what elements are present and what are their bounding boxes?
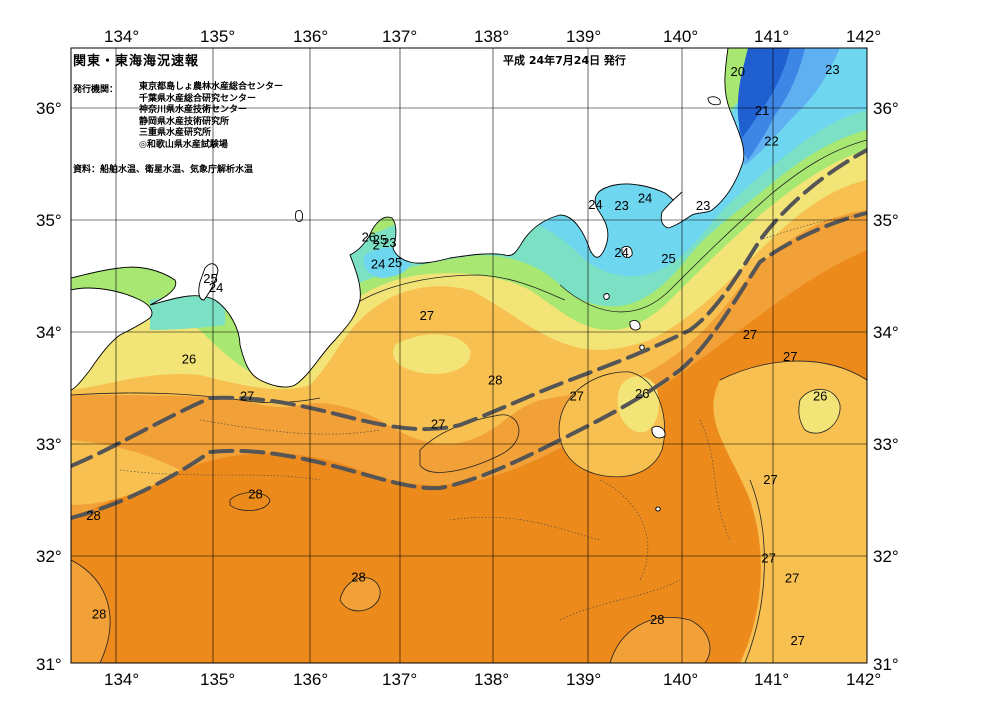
isotherm-label: 27 (790, 633, 804, 648)
lon-tick-top: 135° (200, 27, 235, 46)
isotherm-label: 23 (825, 62, 839, 77)
isotherm-label: 27 (569, 388, 583, 403)
axis-labels: 134° 135° 136° 137° 138° 139° 140° 141° … (36, 27, 899, 689)
kuroshio-south-line (71, 211, 867, 520)
isotherm-label: 24 (371, 256, 385, 271)
lon-tick-top: 136° (293, 27, 328, 46)
lon-tick-top: 140° (663, 27, 698, 46)
isotherm-label: 28 (86, 508, 100, 523)
lat-tick-left: 31° (36, 655, 62, 674)
isotherm-label: 25 (661, 251, 675, 266)
isotherm-lines (71, 139, 867, 663)
isotherm-label: 28 (351, 569, 365, 584)
lon-tick-bottom: 137° (382, 670, 417, 689)
land-niijima (603, 293, 610, 300)
lon-tick-bottom: 134° (104, 670, 139, 689)
isotherm-label: 28 (488, 373, 502, 388)
lon-tick-bottom: 140° (663, 670, 698, 689)
isotherm-label: 23 (382, 235, 396, 250)
isotherm-label: 21 (755, 103, 769, 118)
graticule (70, 47, 868, 664)
lat-tick-right: 34° (873, 323, 899, 342)
isotherm-label: 26 (362, 230, 376, 245)
lon-tick-top: 138° (474, 27, 509, 46)
lat-tick-left: 35° (36, 211, 62, 230)
isotherm-label: 27 (761, 550, 775, 565)
isotherm-label: 27 (743, 327, 757, 342)
land-aogashima (655, 506, 661, 512)
land-izu-oshima (621, 245, 633, 259)
isotherm-label: 27 (431, 416, 445, 431)
isotherm-label: 28 (92, 606, 106, 621)
lat-tick-left: 34° (36, 323, 62, 342)
sst-28-south-patch (610, 617, 710, 663)
isotherm-label: 28 (650, 612, 664, 627)
isotherm-label: 26 (635, 386, 649, 401)
isotherm-label: 25 (373, 232, 387, 247)
lat-tick-left: 36° (36, 99, 62, 118)
lon-tick-bottom: 135° (200, 670, 235, 689)
isotherm-label: 24 (614, 245, 628, 260)
land-hachijojima (651, 425, 666, 439)
land-sado-coast (707, 96, 721, 106)
lon-tick-bottom: 136° (293, 670, 328, 689)
sst-28-west-patch (71, 560, 111, 663)
kuroshio-north-line (71, 148, 867, 468)
sst-28-mid-patch (340, 577, 381, 611)
isotherm-label: 27 (783, 349, 797, 364)
lon-tick-bottom: 138° (474, 670, 509, 689)
lat-tick-right: 35° (873, 211, 899, 230)
lon-tick-bottom: 139° (566, 670, 601, 689)
lat-tick-right: 32° (873, 547, 899, 566)
isotherm-label: 24 (638, 190, 652, 205)
isotherm-label: 25 (388, 255, 402, 270)
land-miyakejima (629, 319, 641, 331)
isotherm-label: 27 (240, 388, 254, 403)
isotherm-label: 27 (763, 472, 777, 487)
isotherm-label: 25 (203, 271, 217, 286)
land-shikoku (71, 287, 153, 391)
isotherm-label: 28 (248, 487, 262, 502)
sst-24-osaka-strip (150, 296, 225, 330)
sst-27-southwest-patch (71, 440, 180, 505)
isotherm-label: 20 (731, 64, 745, 79)
isotherm-label: 23 (696, 198, 710, 213)
isotherm-label: 27 (785, 571, 799, 586)
isotherm-label: 23 (614, 198, 628, 213)
isotherm-label: 27 (420, 308, 434, 323)
isotherm-label: 26 (182, 351, 196, 366)
lat-tick-right: 31° (873, 655, 899, 674)
lat-tick-left: 33° (36, 435, 62, 454)
lon-tick-bottom: 141° (754, 670, 789, 689)
land-masses (71, 48, 745, 512)
isotherm-label: 24 (588, 197, 602, 212)
isotherm-label: 26 (813, 388, 827, 403)
lat-tick-right: 33° (873, 435, 899, 454)
sst-26-east-eddy (798, 389, 841, 434)
lon-tick-top: 134° (104, 27, 139, 46)
sst-27-east-tongue (713, 361, 867, 663)
lon-tick-top: 137° (382, 27, 417, 46)
lon-tick-top: 142° (846, 27, 881, 46)
sst-20-zone (737, 48, 790, 138)
kuroshio-axis (71, 148, 867, 520)
land-boso (660, 164, 743, 229)
lat-tick-left: 32° (36, 547, 62, 566)
isotherm-dotted-lines (119, 214, 861, 621)
lon-tick-top: 141° (754, 27, 789, 46)
lon-tick-bottom: 142° (846, 670, 881, 689)
isotherm-label: 24 (209, 280, 223, 295)
lat-tick-right: 36° (873, 99, 899, 118)
isotherm-label: 22 (764, 133, 778, 148)
sst-26-west-eddy (393, 334, 471, 374)
lon-tick-top: 139° (566, 27, 601, 46)
isotherm-label: 2 (373, 237, 380, 252)
